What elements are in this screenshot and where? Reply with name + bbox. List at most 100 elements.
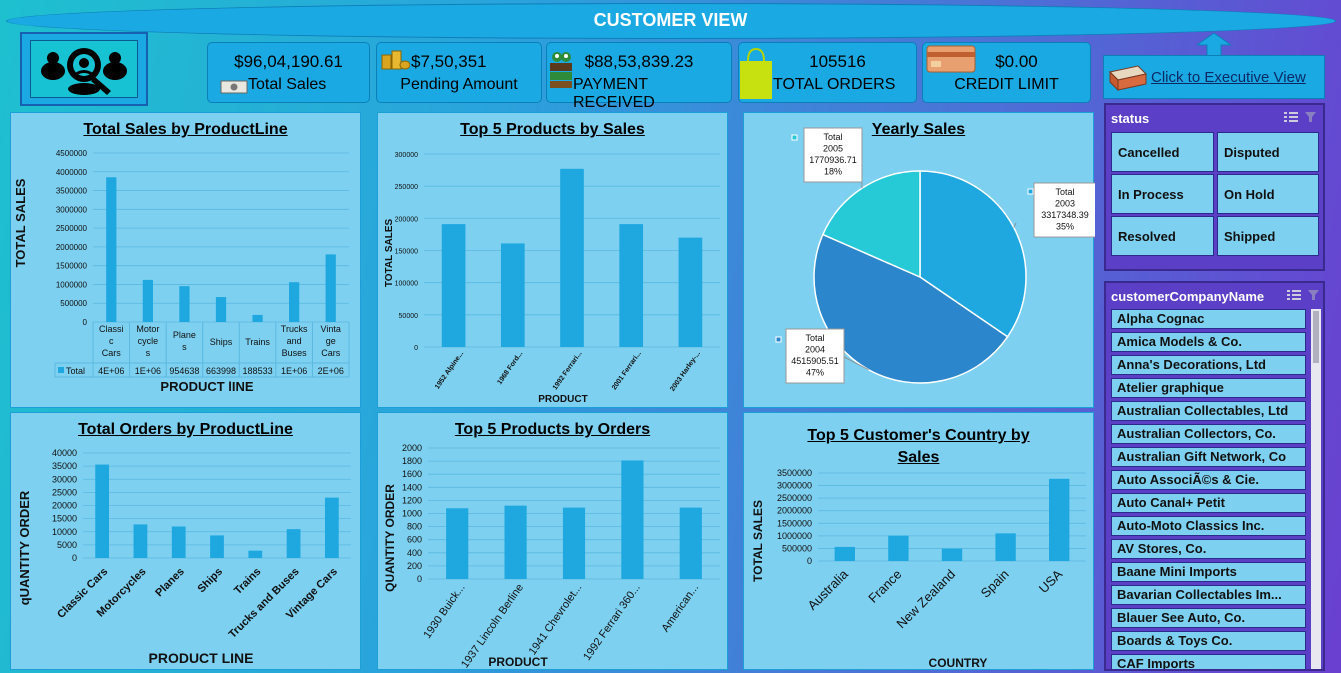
category-label: Cars xyxy=(321,348,341,358)
category-label: Buses xyxy=(282,348,308,358)
y-tick-label: 0 xyxy=(83,318,88,327)
multi-select-icon[interactable] xyxy=(1284,111,1298,123)
y-tick-label: 500000 xyxy=(60,299,87,308)
status-on-hold[interactable]: On Hold xyxy=(1217,174,1319,214)
y-tick-label: 3000000 xyxy=(56,205,88,214)
y-tick-label: 250000 xyxy=(395,184,418,191)
executive-view-button[interactable]: Click to Executive View xyxy=(1103,55,1325,99)
data-table-value: 2E+06 xyxy=(318,366,344,376)
chart-total-sales-by-productline: Total Sales by ProductLine 0 500000 100000… xyxy=(10,112,361,408)
status-cancelled[interactable]: Cancelled xyxy=(1111,132,1214,172)
multi-select-icon[interactable] xyxy=(1287,289,1301,301)
bar xyxy=(142,279,153,322)
x-axis-label: PRODUCT lINE xyxy=(160,379,254,394)
data-label-box xyxy=(785,328,845,384)
data-table-value: 954638 xyxy=(169,366,199,376)
company-item[interactable]: Atelier graphique xyxy=(1111,378,1306,398)
category-label: Trucks xyxy=(281,324,308,334)
y-tick-label: 1000000 xyxy=(777,531,812,541)
y-tick-label: 300000 xyxy=(395,152,418,159)
clear-filter-icon[interactable] xyxy=(1308,289,1320,301)
customer-search-icon xyxy=(30,40,138,98)
category-label: ge xyxy=(326,336,336,346)
category-label: Cars xyxy=(102,348,122,358)
y-tick-label: 150000 xyxy=(395,249,418,256)
chart-title: Top 5 Customer's Country by Sales xyxy=(744,425,1093,469)
status-in-process[interactable]: In Process xyxy=(1111,174,1214,214)
y-tick-label: 50000 xyxy=(399,313,419,320)
y-tick-label: 40000 xyxy=(52,448,77,458)
kpi-total-orders: 105516 TOTAL ORDERS xyxy=(738,42,917,103)
company-item[interactable]: Australian Gift Network, Co xyxy=(1111,447,1306,467)
status-disputed[interactable]: Disputed xyxy=(1217,132,1319,172)
data-label: 2004 xyxy=(805,345,825,355)
category-label: s xyxy=(146,348,151,358)
x-tick-label: Spain xyxy=(978,567,1012,601)
cash-icon xyxy=(220,80,248,94)
company-item[interactable]: AV Stores, Co. xyxy=(1111,539,1306,559)
y-tick-label: 500000 xyxy=(782,543,812,553)
x-tick-label: 1930 Buick... xyxy=(421,582,467,641)
y-axis-label: QUANTITY ORDER xyxy=(383,484,397,592)
company-item[interactable]: Amica Models & Co. xyxy=(1111,332,1306,352)
kpi-credit-limit: $0.00 CREDIT LIMIT xyxy=(922,42,1091,103)
chart-top5-products-by-orders: Top 5 Products by Orders 0 200 400 600 800 10… xyxy=(377,412,728,670)
company-item[interactable]: Australian Collectors, Co. xyxy=(1111,424,1306,444)
pie-slice xyxy=(919,170,1027,338)
legend-label: Total xyxy=(66,366,85,376)
y-tick-label: 5000 xyxy=(57,540,77,550)
executive-view-link[interactable]: Click to Executive View xyxy=(1151,69,1306,86)
y-tick-label: 35000 xyxy=(52,461,77,471)
company-item[interactable]: Australian Collectables, Ltd xyxy=(1111,401,1306,421)
company-item[interactable]: Anna's Decorations, Ltd xyxy=(1111,355,1306,375)
x-tick-label: 1952 Alpine... xyxy=(434,350,465,390)
y-tick-label: 1800 xyxy=(402,456,422,466)
bar xyxy=(171,526,186,558)
clear-filter-icon[interactable] xyxy=(1305,111,1317,123)
data-label: Total xyxy=(823,132,842,142)
company-item[interactable]: Blauer See Auto, Co. xyxy=(1111,608,1306,628)
data-label: 4515905.51 xyxy=(791,356,839,366)
company-slicer: customerCompanyName Alpha Cognac Amica Mo… xyxy=(1104,281,1325,671)
y-tick-label: 20000 xyxy=(52,501,77,511)
kpi-payment-received: $88,53,839.23 PAYMENT RECEIVED xyxy=(546,42,732,111)
x-axis-label: PRODUCT xyxy=(488,655,548,669)
data-label-box xyxy=(803,127,863,183)
logo xyxy=(20,32,148,106)
kpi-label: TOTAL ORDERS xyxy=(773,76,896,93)
kpi-label: PAYMENT RECEIVED xyxy=(573,76,655,111)
bar xyxy=(1049,478,1070,561)
y-tick-label: 30000 xyxy=(52,474,77,484)
bar xyxy=(325,254,336,322)
company-item[interactable]: Auto Canal+ Petit xyxy=(1111,493,1306,513)
x-tick-label: Trains xyxy=(232,566,263,597)
company-item[interactable]: Boards & Toys Co. xyxy=(1111,631,1306,651)
company-item[interactable]: Auto AssociÃ©s & Cie. xyxy=(1111,470,1306,490)
company-item[interactable]: Bavarian Collectables Im... xyxy=(1111,585,1306,605)
x-axis-label: PRODUCT xyxy=(538,394,587,405)
y-tick-label: 800 xyxy=(407,522,422,532)
bar xyxy=(446,508,469,579)
company-item[interactable]: CAF Imports xyxy=(1111,654,1306,669)
company-item[interactable]: Alpha Cognac xyxy=(1111,309,1306,329)
status-slicer: status Cancelled Disputed In Process On … xyxy=(1104,103,1325,271)
x-tick-label: Australia xyxy=(805,566,852,613)
bar xyxy=(95,464,110,558)
chart-top5-country-by-sales: Top 5 Customer's Country by Sales 0 50000… xyxy=(743,412,1094,670)
scrollbar[interactable] xyxy=(1311,309,1321,669)
category-label: Ships xyxy=(210,337,233,347)
pie-slice xyxy=(821,170,921,279)
y-tick-label: 1500000 xyxy=(777,518,812,528)
company-item[interactable]: Auto-Moto Classics Inc. xyxy=(1111,516,1306,536)
leader-line xyxy=(843,356,869,371)
company-item[interactable]: Baane Mini Imports xyxy=(1111,562,1306,582)
bar xyxy=(679,507,702,579)
y-tick-label: 25000 xyxy=(52,487,77,497)
bar xyxy=(248,550,263,558)
scrollbar-thumb[interactable] xyxy=(1313,311,1319,363)
y-tick-label: 2500000 xyxy=(56,224,88,233)
status-shipped[interactable]: Shipped xyxy=(1217,216,1319,256)
x-tick-label: 1992 Ferrari... xyxy=(552,350,584,391)
kpi-label: Pending Amount xyxy=(400,76,518,93)
status-resolved[interactable]: Resolved xyxy=(1111,216,1214,256)
